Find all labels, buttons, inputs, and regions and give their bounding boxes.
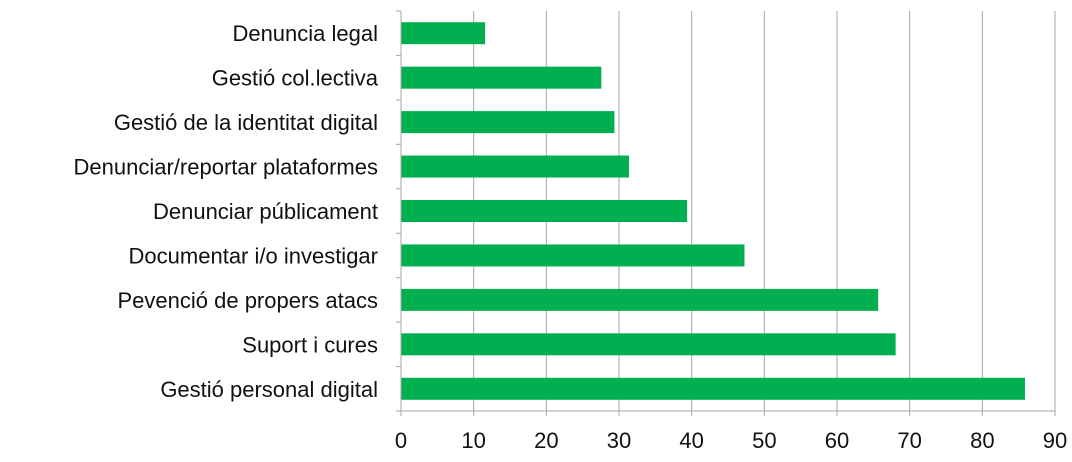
category-label: Pevenció de propers atacs xyxy=(118,288,379,313)
bar xyxy=(401,22,486,45)
x-tick-labels: 0 10 20 30 40 50 60 70 80 90 xyxy=(395,428,1067,453)
x-tick-label: 70 xyxy=(897,428,921,453)
bar xyxy=(401,155,629,178)
bar xyxy=(401,244,745,267)
category-label: Suport i cures xyxy=(242,332,378,357)
bar xyxy=(401,200,688,222)
x-tick-label: 90 xyxy=(1043,428,1067,453)
category-label: Denuncia legal xyxy=(232,21,378,46)
category-label: Denunciar públicament xyxy=(153,199,378,224)
x-tick-label: 0 xyxy=(395,428,407,453)
category-label: Gestió col.lectiva xyxy=(212,66,379,91)
x-tick-label: 80 xyxy=(970,428,994,453)
bar xyxy=(401,111,615,134)
x-tick-label: 10 xyxy=(461,428,485,453)
bars xyxy=(401,22,1025,400)
bar xyxy=(401,333,896,356)
bar xyxy=(401,288,879,311)
axes xyxy=(396,10,1056,416)
category-label: Gestió de la identitat digital xyxy=(114,110,378,135)
bar xyxy=(401,66,602,89)
category-labels: Denuncia legal Gestió col.lectiva Gestió … xyxy=(74,21,379,402)
x-tick-label: 60 xyxy=(825,428,849,453)
category-label: Documentar i/o investigar xyxy=(129,243,378,268)
x-tick-label: 20 xyxy=(534,428,558,453)
x-tick-label: 30 xyxy=(607,428,631,453)
x-tick-label: 40 xyxy=(679,428,703,453)
x-tick-label: 50 xyxy=(752,428,776,453)
category-label: Gestió personal digital xyxy=(160,377,378,402)
category-label: Denunciar/reportar plataformes xyxy=(74,155,378,180)
bar xyxy=(401,377,1025,400)
